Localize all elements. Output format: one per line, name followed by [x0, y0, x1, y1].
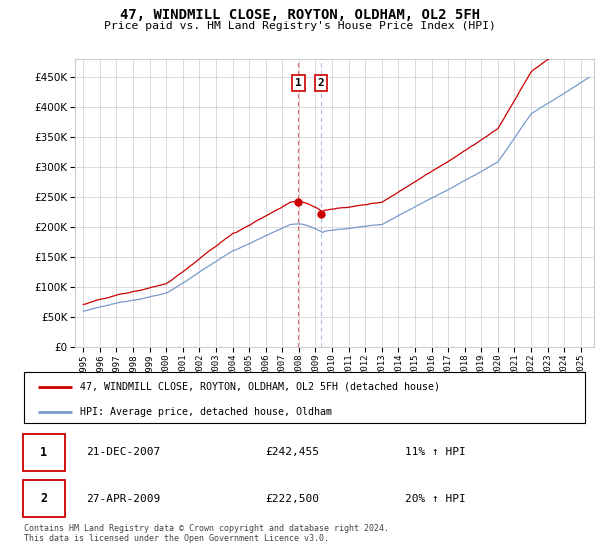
Text: 27-APR-2009: 27-APR-2009	[86, 493, 160, 503]
Text: Price paid vs. HM Land Registry's House Price Index (HPI): Price paid vs. HM Land Registry's House …	[104, 21, 496, 31]
Text: £222,500: £222,500	[265, 493, 319, 503]
Text: 2: 2	[317, 78, 324, 88]
Text: 21-DEC-2007: 21-DEC-2007	[86, 447, 160, 458]
Text: 47, WINDMILL CLOSE, ROYTON, OLDHAM, OL2 5FH: 47, WINDMILL CLOSE, ROYTON, OLDHAM, OL2 …	[120, 8, 480, 22]
Text: £242,455: £242,455	[265, 447, 319, 458]
Text: 1: 1	[40, 446, 47, 459]
FancyBboxPatch shape	[23, 480, 65, 517]
Text: HPI: Average price, detached house, Oldham: HPI: Average price, detached house, Oldh…	[80, 407, 332, 417]
Text: 2: 2	[40, 492, 47, 505]
Text: Contains HM Land Registry data © Crown copyright and database right 2024.
This d: Contains HM Land Registry data © Crown c…	[24, 524, 389, 543]
Text: 11% ↑ HPI: 11% ↑ HPI	[406, 447, 466, 458]
Text: 1: 1	[295, 78, 302, 88]
FancyBboxPatch shape	[23, 434, 65, 471]
Text: 47, WINDMILL CLOSE, ROYTON, OLDHAM, OL2 5FH (detached house): 47, WINDMILL CLOSE, ROYTON, OLDHAM, OL2 …	[80, 381, 440, 391]
Text: 20% ↑ HPI: 20% ↑ HPI	[406, 493, 466, 503]
